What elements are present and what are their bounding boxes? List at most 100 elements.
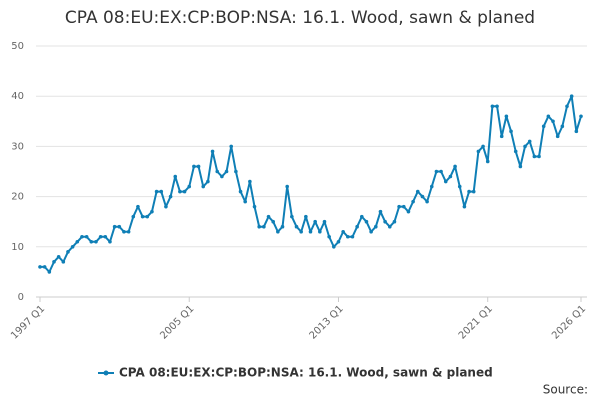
point (499, 134, 504, 139)
point (527, 139, 532, 144)
point (304, 214, 308, 219)
point (471, 189, 476, 194)
point (122, 229, 126, 234)
point (280, 224, 285, 229)
y-tick-label: 20 (11, 192, 24, 203)
point (364, 219, 369, 224)
point (490, 104, 495, 109)
point (229, 144, 234, 149)
y-tick-label: 0 (18, 292, 24, 303)
point (429, 184, 434, 189)
point (112, 224, 117, 229)
point (56, 255, 61, 259)
point (322, 219, 327, 224)
point (467, 189, 471, 194)
point (220, 174, 224, 179)
point (415, 189, 420, 194)
point (387, 224, 392, 229)
point (52, 260, 56, 264)
point (42, 265, 47, 269)
point (308, 229, 313, 234)
point (574, 129, 579, 134)
point (201, 184, 206, 189)
point (66, 250, 70, 254)
point (546, 114, 551, 119)
point (38, 265, 42, 269)
point (75, 239, 80, 244)
point (150, 209, 154, 214)
point (579, 114, 583, 119)
point (373, 224, 378, 229)
point (210, 149, 215, 154)
point (383, 219, 387, 224)
point (276, 229, 280, 234)
point (518, 164, 523, 169)
point (355, 224, 359, 229)
point (98, 234, 103, 239)
point (168, 194, 173, 199)
point (262, 224, 266, 229)
y-tick-label: 10 (11, 242, 24, 253)
point (206, 179, 210, 184)
point (136, 204, 140, 209)
point (541, 124, 546, 129)
point (145, 214, 150, 219)
point (224, 169, 229, 174)
point (453, 164, 457, 169)
point (327, 234, 331, 239)
point (299, 229, 303, 234)
point (187, 184, 192, 189)
point (294, 224, 299, 229)
point (159, 189, 164, 194)
point (369, 229, 373, 234)
point (192, 164, 196, 169)
point (243, 199, 248, 204)
point (457, 184, 462, 189)
point (555, 134, 560, 139)
source: Source: (543, 383, 588, 397)
chart-title: CPA 08:EU:EX:CP:BOP:NSA: 16.1. Wood, saw… (65, 8, 535, 28)
point (252, 204, 257, 209)
point (401, 204, 406, 209)
point (504, 114, 509, 119)
point (448, 174, 453, 179)
point (346, 234, 350, 239)
point (266, 214, 271, 219)
y-tick-label: 50 (11, 41, 24, 52)
point (537, 154, 541, 159)
point (108, 239, 112, 244)
point (462, 204, 467, 209)
point (336, 239, 341, 244)
point (476, 149, 481, 154)
point (47, 270, 52, 274)
point (434, 169, 439, 174)
point (420, 194, 425, 199)
y-tick-label: 30 (11, 141, 24, 152)
point (271, 219, 275, 224)
point (154, 189, 159, 194)
point (285, 184, 289, 189)
point (313, 219, 317, 224)
point (551, 119, 555, 124)
point (360, 214, 364, 219)
point (70, 245, 75, 249)
point (89, 239, 94, 244)
point (178, 189, 182, 194)
point (378, 209, 383, 214)
legend-label: CPA 08:EU:EX:CP:BOP:NSA: 16.1. Wood, saw… (119, 366, 493, 380)
x-tick-label: 2005 Q1 (158, 303, 196, 341)
legend-marker (103, 370, 109, 376)
x-tick-label: 2013 Q1 (308, 303, 346, 341)
point (238, 189, 243, 194)
point (248, 179, 252, 184)
point (103, 234, 108, 239)
point (411, 199, 415, 204)
point (84, 234, 89, 239)
point (509, 129, 513, 134)
point (332, 245, 336, 249)
x-tick-label: 2026 Q1 (550, 303, 588, 341)
point (164, 204, 168, 209)
point (94, 239, 98, 244)
point (523, 144, 527, 149)
